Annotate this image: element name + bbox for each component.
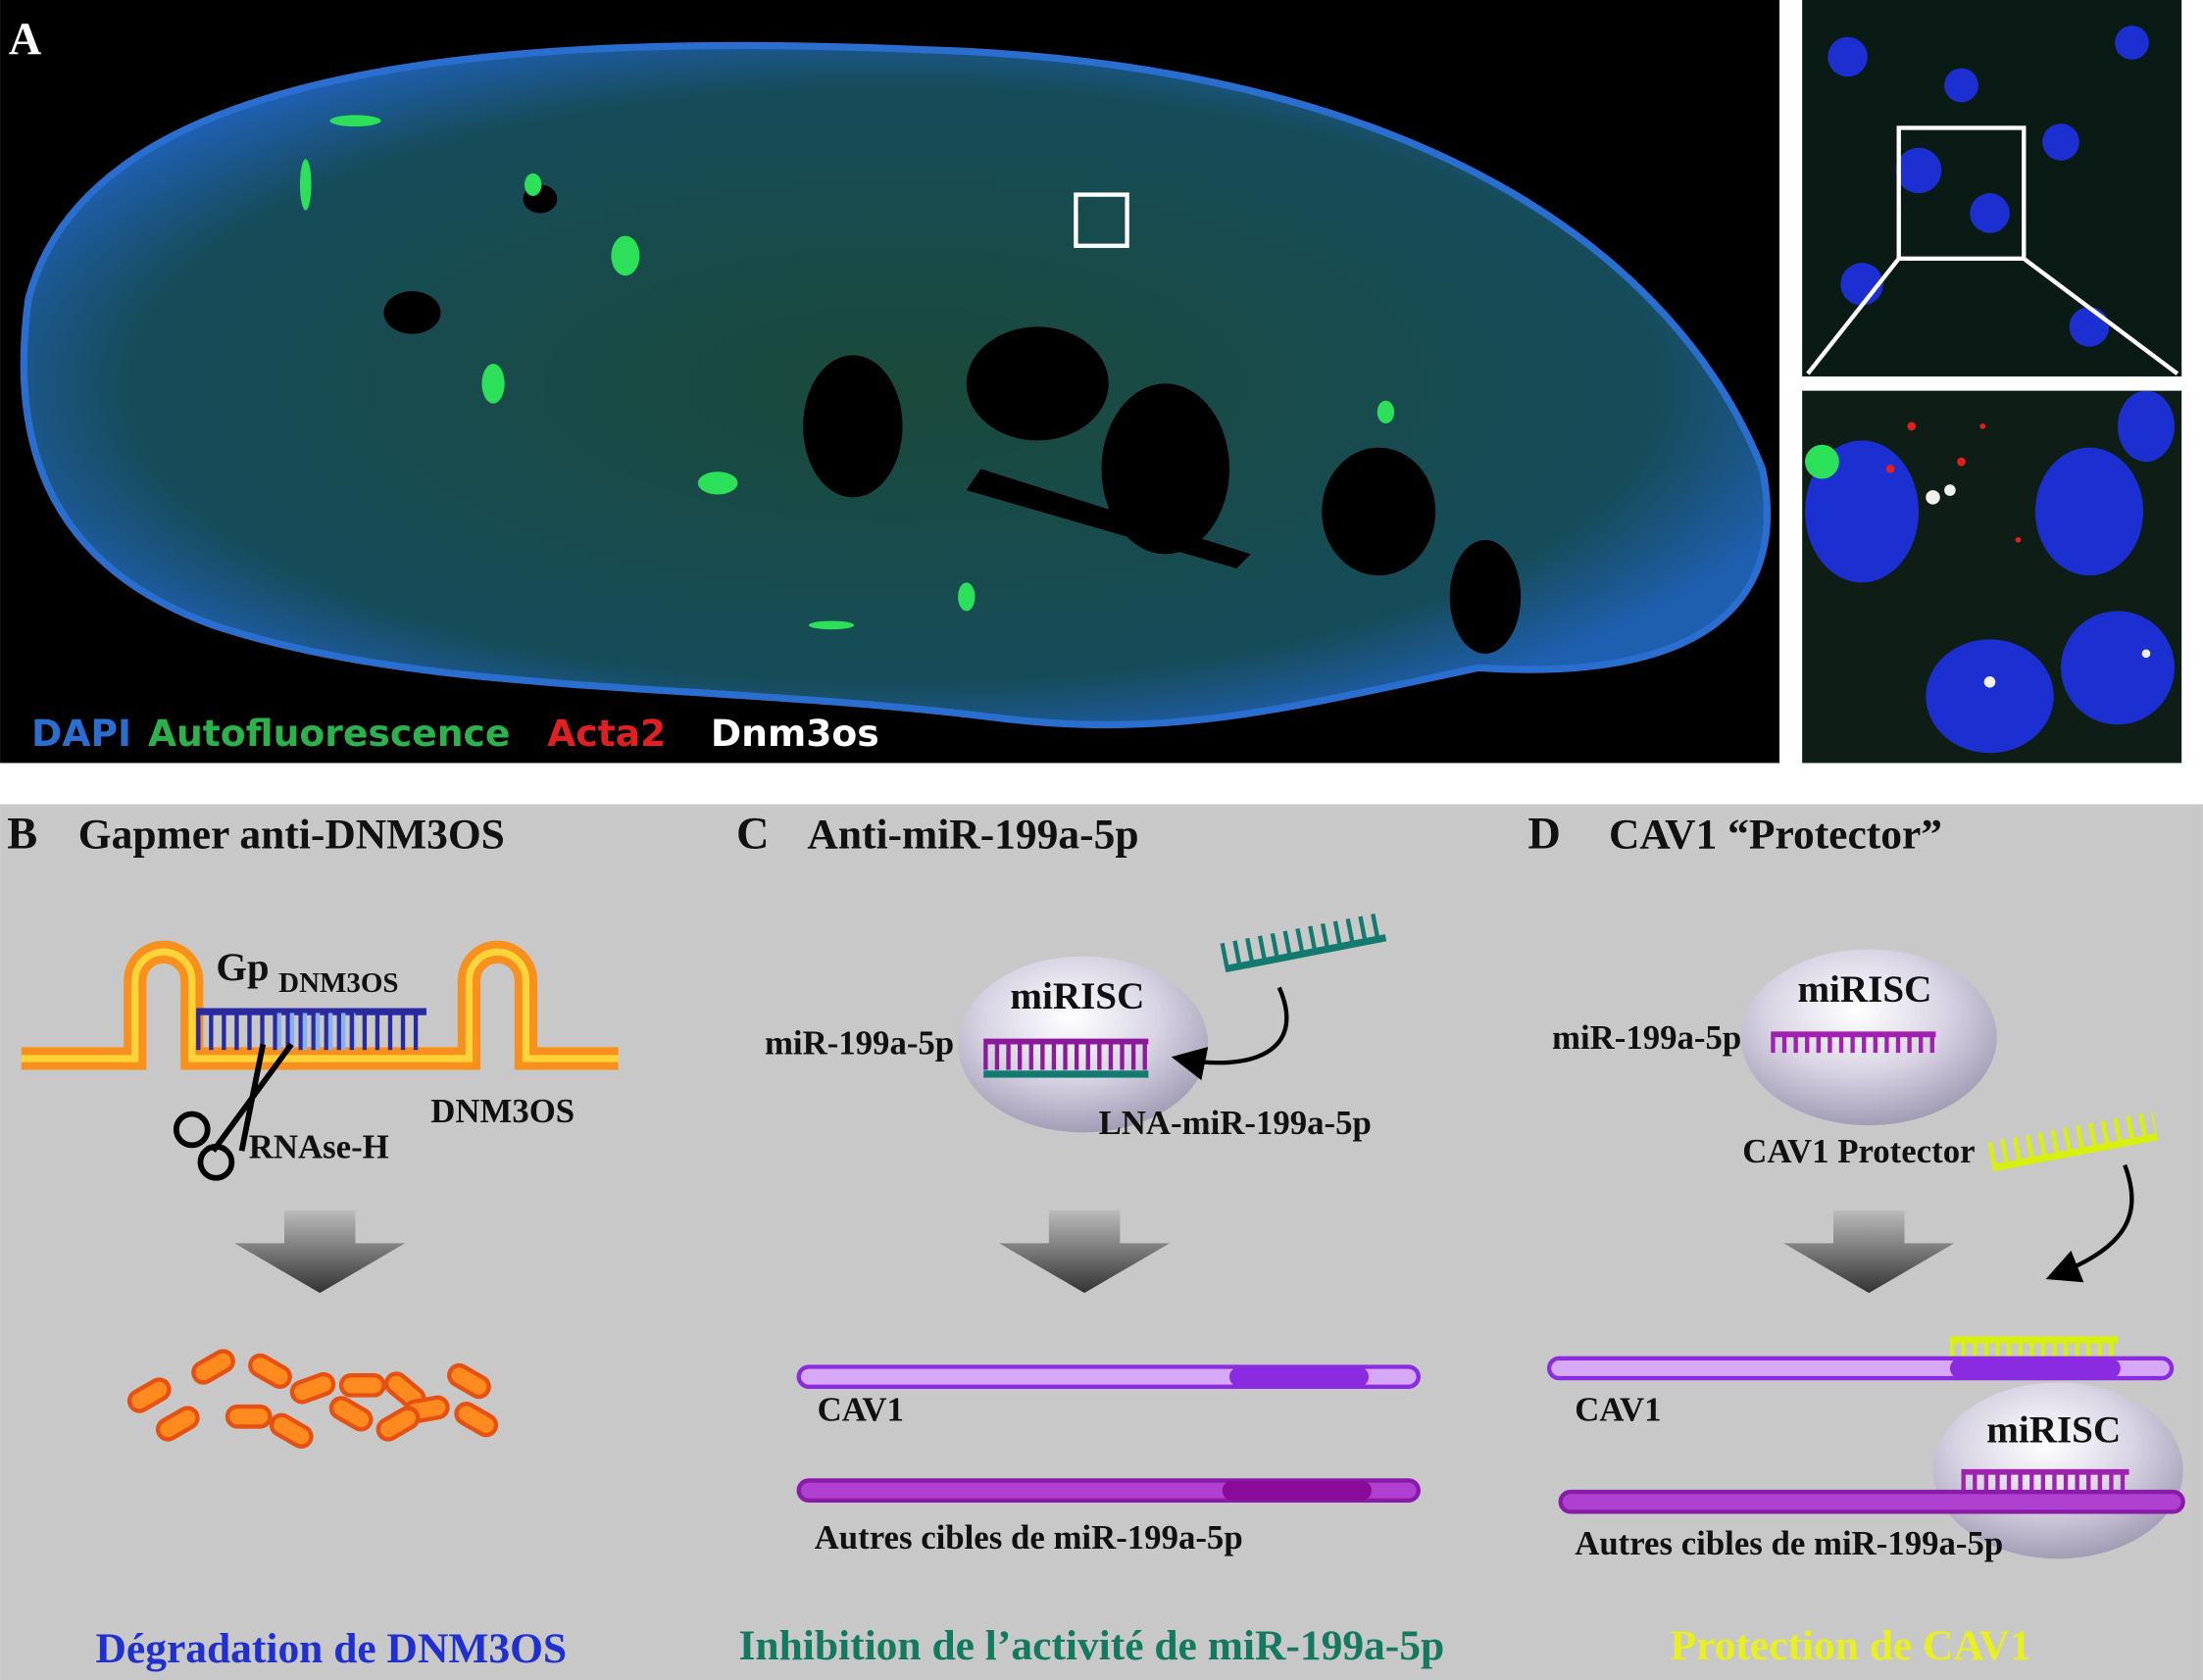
mirisc	[958, 956, 1209, 1133]
vessels	[299, 115, 1395, 630]
binding-site	[1228, 1366, 1370, 1387]
gapmer-sub-label: DNM3OS	[278, 967, 398, 999]
dnm3os-dots	[1926, 484, 2151, 688]
mirisc-label: miRISC	[1986, 1408, 2121, 1451]
binding-site	[1949, 1358, 2121, 1379]
free-lna	[1224, 934, 1387, 973]
binding-site	[1222, 1480, 1372, 1501]
legend-acta2: Acta2	[547, 712, 666, 755]
arrow	[1783, 1211, 1955, 1294]
nuclei	[1827, 25, 2149, 347]
protector-label: CAV1 Protector	[1742, 1132, 1975, 1170]
free-lna-teeth	[1220, 912, 1385, 966]
legend-dapi: DAPI	[31, 712, 131, 755]
inhibitor-label: LNA-miR-199a-5p	[1099, 1104, 1372, 1142]
arrow	[234, 1211, 406, 1294]
legend-autofluorescence: Autofluorescence	[148, 712, 511, 755]
rna-label: DNM3OS	[430, 1092, 575, 1130]
protector	[1991, 1133, 2159, 1172]
zoom-box	[1074, 192, 1129, 248]
panel-title: CAV1 “Protector”	[1609, 811, 1942, 858]
fragments	[126, 1349, 499, 1449]
protector-teeth	[1987, 1111, 2157, 1165]
zoom-lines	[1806, 257, 2179, 375]
acta2-dots	[1885, 421, 2022, 543]
target-label: CAV1	[818, 1391, 904, 1429]
arrow	[2045, 1163, 2134, 1283]
panel-title: Gapmer anti-DNM3OS	[78, 811, 505, 858]
result-label: Protection de CAV1	[1671, 1622, 2031, 1669]
vessel	[1805, 444, 1839, 479]
other-targets-label: Autres cibles de miR-199a-5p	[815, 1518, 1243, 1556]
legend-dnm3os: Dnm3os	[711, 712, 879, 755]
panel-label: A	[9, 15, 42, 65]
mirna-label: miR-199a-5p	[1552, 1018, 1741, 1057]
panel-label: B	[7, 809, 37, 859]
arrow	[999, 1211, 1171, 1294]
result-label: Dégradation de DNM3OS	[96, 1625, 568, 1672]
lung-section	[20, 41, 1771, 729]
mirna-label: miR-199a-5p	[765, 1024, 954, 1062]
nuclei	[1805, 390, 2175, 754]
zoom-box	[1896, 125, 2027, 262]
gapmer-label: Gp	[216, 945, 269, 989]
other-mrna	[1558, 1489, 2185, 1514]
mirisc-label: miRISC	[1797, 968, 1931, 1011]
result-label: Inhibition de l’activité de miR-199a-5p	[739, 1622, 1445, 1669]
target-label: CAV1	[1575, 1391, 1661, 1429]
other-targets-label: Autres cibles de miR-199a-5p	[1575, 1524, 2003, 1562]
panel-label: C	[736, 809, 770, 859]
arrow	[1171, 986, 1289, 1081]
airways	[383, 184, 1522, 654]
scissors	[173, 1042, 294, 1181]
panel-title: Anti-miR-199a-5p	[807, 811, 1138, 858]
dnm3os-rna-core	[21, 948, 619, 1062]
mirisc-label: miRISC	[1010, 975, 1144, 1017]
panel-label: D	[1527, 809, 1561, 859]
enzyme-label: RNAse-H	[249, 1127, 389, 1165]
